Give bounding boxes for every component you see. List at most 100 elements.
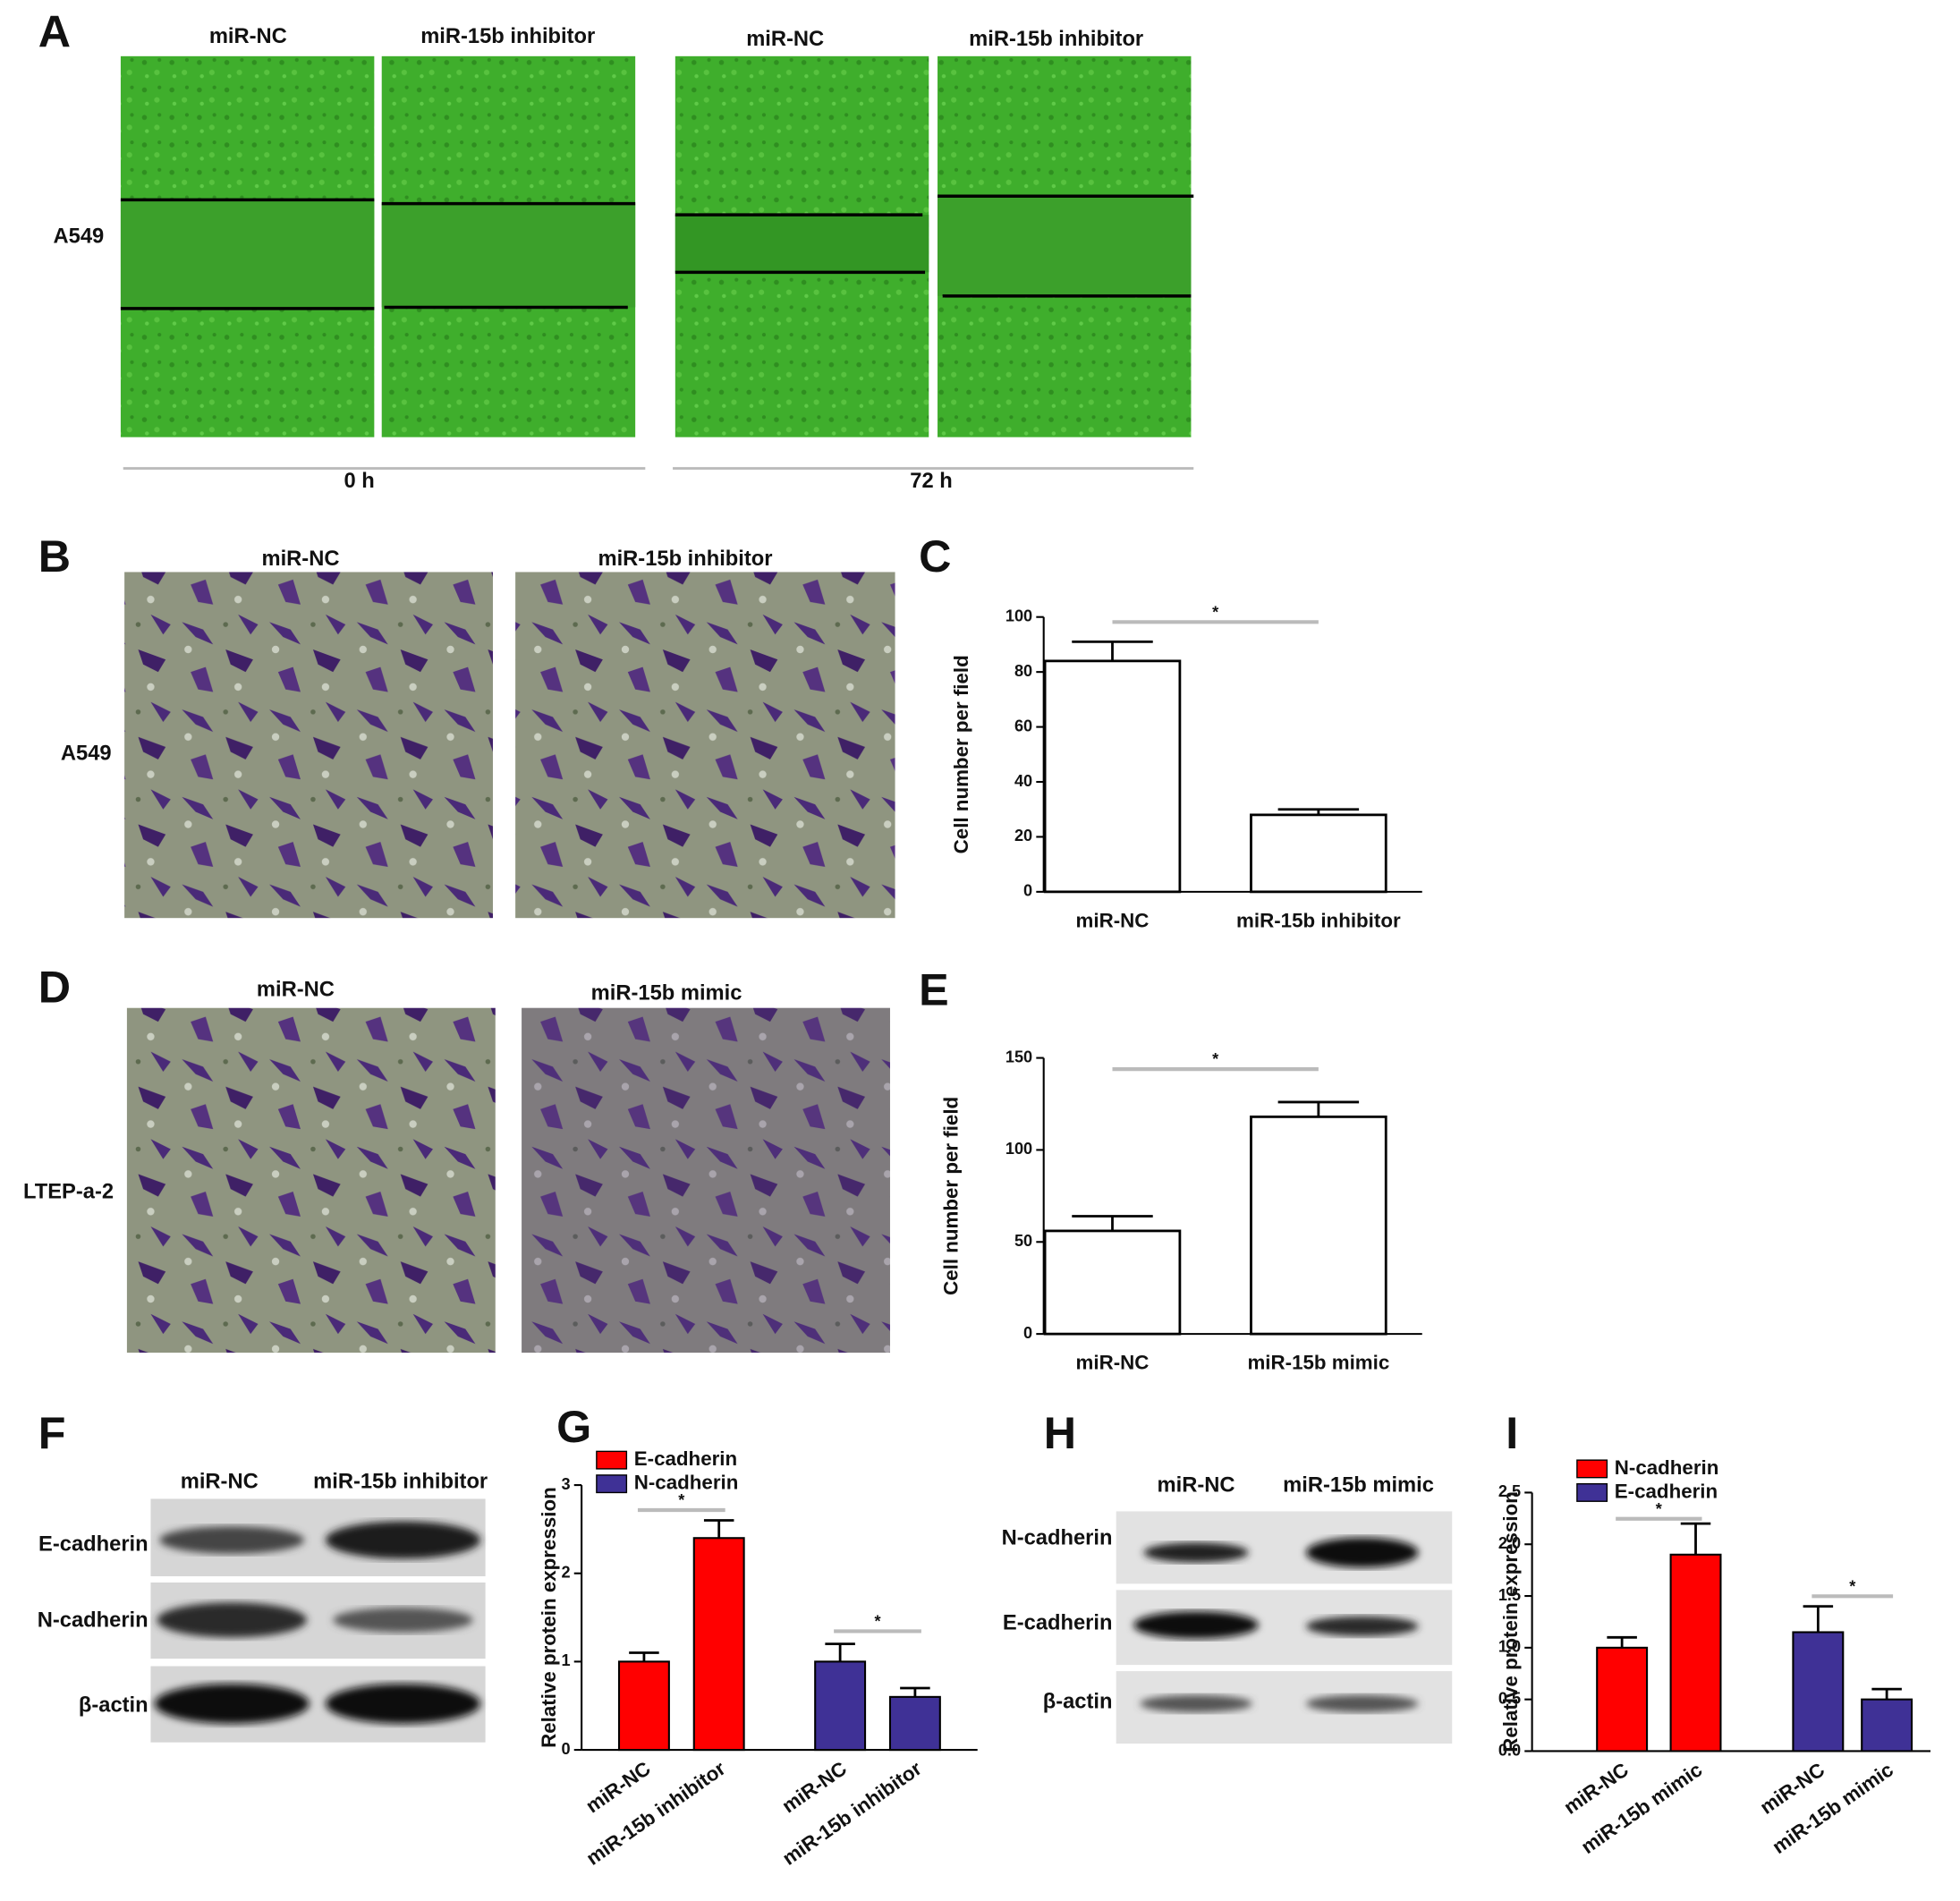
significance-star: * <box>1656 1500 1663 1518</box>
column-label: miR-NC <box>257 978 335 1001</box>
x-tick-label: miR-15b mimic <box>1247 1352 1389 1374</box>
y-tick-label: 20 <box>1014 827 1032 844</box>
y-tick-label: 100 <box>1005 607 1032 625</box>
panel-letter: C <box>919 531 951 581</box>
legend-swatch <box>596 1450 628 1470</box>
photo <box>126 1007 496 1354</box>
legend-label: E-cadherin <box>1615 1480 1718 1502</box>
column-label: miR-15b mimic <box>1283 1474 1434 1498</box>
x-tick-label: miR-15b mimic <box>1769 1758 1897 1858</box>
band <box>333 1607 473 1633</box>
legend-swatch <box>596 1474 628 1494</box>
bar <box>1669 1553 1722 1752</box>
row-label: N-cadherin <box>38 1609 148 1633</box>
significance-star: * <box>1212 1050 1219 1068</box>
bar <box>617 1660 670 1752</box>
photo <box>522 1007 890 1354</box>
bar <box>1250 1116 1387 1336</box>
band <box>1143 1542 1249 1563</box>
column-label: miR-15b inhibitor <box>598 547 772 571</box>
bar <box>1043 1229 1182 1336</box>
legend-swatch <box>1576 1459 1608 1479</box>
western-blot <box>1116 1511 1453 1744</box>
column-label: miR-NC <box>181 1471 259 1494</box>
legend-label: N-cadherin <box>1615 1456 1719 1479</box>
row-label: LTEP-a-2 <box>23 1181 114 1204</box>
row-label: β-actin <box>79 1693 148 1717</box>
y-tick-label: 1.5 <box>1498 1586 1521 1604</box>
legend-swatch <box>1576 1482 1608 1502</box>
row-label: β-actin <box>1043 1690 1113 1713</box>
significance-star: * <box>1849 1577 1856 1595</box>
panel-letter: B <box>38 531 71 581</box>
panel-letter: I <box>1506 1408 1518 1458</box>
band <box>159 1526 305 1554</box>
x-tick-label: miR-15b inhibitor <box>1236 909 1401 931</box>
x-tick-label: miR-15b inhibitor <box>582 1757 730 1870</box>
band <box>1305 1616 1419 1637</box>
bar <box>814 1660 867 1752</box>
band <box>325 1521 481 1559</box>
wound-images <box>120 55 1194 437</box>
x-tick-label: miR-NC <box>1076 909 1150 931</box>
y-tick-label: 2.5 <box>1498 1482 1521 1500</box>
y-axis-label: Relative protein expression <box>1499 1491 1522 1752</box>
row-label: A549 <box>54 225 105 249</box>
significance-star: * <box>1212 603 1219 621</box>
y-tick-label: 0.0 <box>1498 1741 1521 1759</box>
band <box>1140 1694 1252 1713</box>
y-tick-label: 100 <box>1005 1140 1032 1158</box>
band <box>157 1602 307 1638</box>
column-label: miR-NC <box>209 25 287 48</box>
wound-gap <box>675 215 929 273</box>
column-label: miR-15b inhibitor <box>313 1471 488 1494</box>
row-label: E-cadherin <box>38 1532 148 1556</box>
band <box>1305 1537 1419 1568</box>
x-tick-label: miR-NC <box>1076 1352 1150 1374</box>
significance-star: * <box>678 1491 685 1509</box>
panel-letter: D <box>38 962 71 1012</box>
y-tick-label: 2.0 <box>1498 1534 1521 1552</box>
row-label: E-cadherin <box>1003 1611 1113 1634</box>
y-axis-label: Relative protein expression <box>538 1487 560 1748</box>
bar <box>1043 659 1182 894</box>
panel-letter: G <box>556 1402 591 1452</box>
western-blot <box>150 1498 486 1743</box>
y-tick-label: 40 <box>1014 772 1032 790</box>
band <box>325 1684 481 1724</box>
column-label: miR-NC <box>1158 1474 1235 1498</box>
panel-letter: E <box>919 964 949 1014</box>
y-axis-label: Cell number per field <box>950 655 972 853</box>
band <box>1305 1694 1419 1713</box>
y-tick-label: 80 <box>1014 662 1032 680</box>
y-tick-label: 60 <box>1014 717 1032 734</box>
y-tick-label: 1.0 <box>1498 1638 1521 1656</box>
band <box>1133 1611 1259 1639</box>
bar <box>1596 1646 1649 1752</box>
bar <box>1250 813 1387 894</box>
wound-gap <box>381 203 636 308</box>
column-label: miR-15b inhibitor <box>969 28 1143 51</box>
bar <box>1861 1698 1913 1752</box>
panel-letter: F <box>38 1408 66 1458</box>
x-tick-label: miR-15b inhibitor <box>778 1757 926 1870</box>
row-label: A549 <box>61 743 112 766</box>
y-tick-label: 3 <box>561 1475 570 1493</box>
time-label: 72 h <box>910 470 952 493</box>
column-label: miR-15b mimic <box>591 982 742 1006</box>
bar <box>692 1537 745 1752</box>
column-label: miR-NC <box>261 547 339 571</box>
legend-label: E-cadherin <box>634 1447 737 1470</box>
y-tick-label: 150 <box>1005 1048 1032 1065</box>
y-axis-label: Cell number per field <box>940 1097 963 1295</box>
band <box>154 1684 310 1724</box>
photo <box>515 572 895 919</box>
y-tick-label: 0 <box>1023 1324 1032 1342</box>
wound-gap <box>938 196 1192 296</box>
bar <box>1792 1631 1845 1752</box>
column-label: miR-NC <box>746 28 824 51</box>
time-label: 0 h <box>344 470 374 493</box>
y-tick-label: 1 <box>561 1651 570 1669</box>
bar <box>888 1695 941 1752</box>
